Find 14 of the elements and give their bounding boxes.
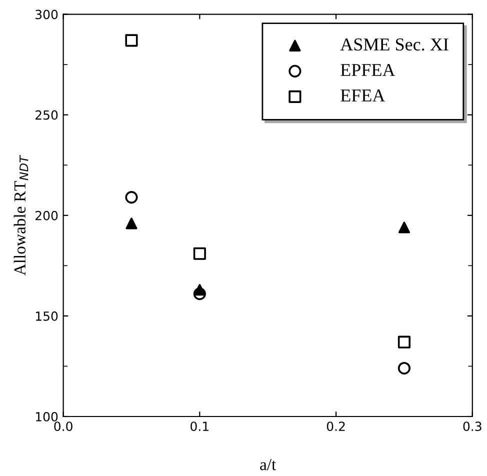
y-tick-label: 300 bbox=[36, 10, 58, 20]
y-tick-label: 150 bbox=[36, 311, 58, 321]
x-axis-title: a/t bbox=[260, 459, 276, 470]
y-axis-title: Allowable RT$_{NDT}$ bbox=[14, 154, 28, 276]
y-tick-label: 200 bbox=[36, 210, 58, 220]
y-tick-label: 250 bbox=[36, 110, 58, 120]
y-tick-label: 100 bbox=[36, 412, 58, 422]
legend-label: EFEA bbox=[340, 89, 386, 102]
x-tick-label: 0.3 bbox=[463, 422, 482, 432]
x-tick-label: 0.1 bbox=[190, 422, 208, 432]
legend-label: EPFEA bbox=[340, 64, 396, 76]
legend-label: ASME Sec. XI bbox=[340, 38, 448, 51]
x-tick-label: 0.0 bbox=[54, 422, 72, 432]
x-tick-label: 0.2 bbox=[326, 422, 345, 432]
